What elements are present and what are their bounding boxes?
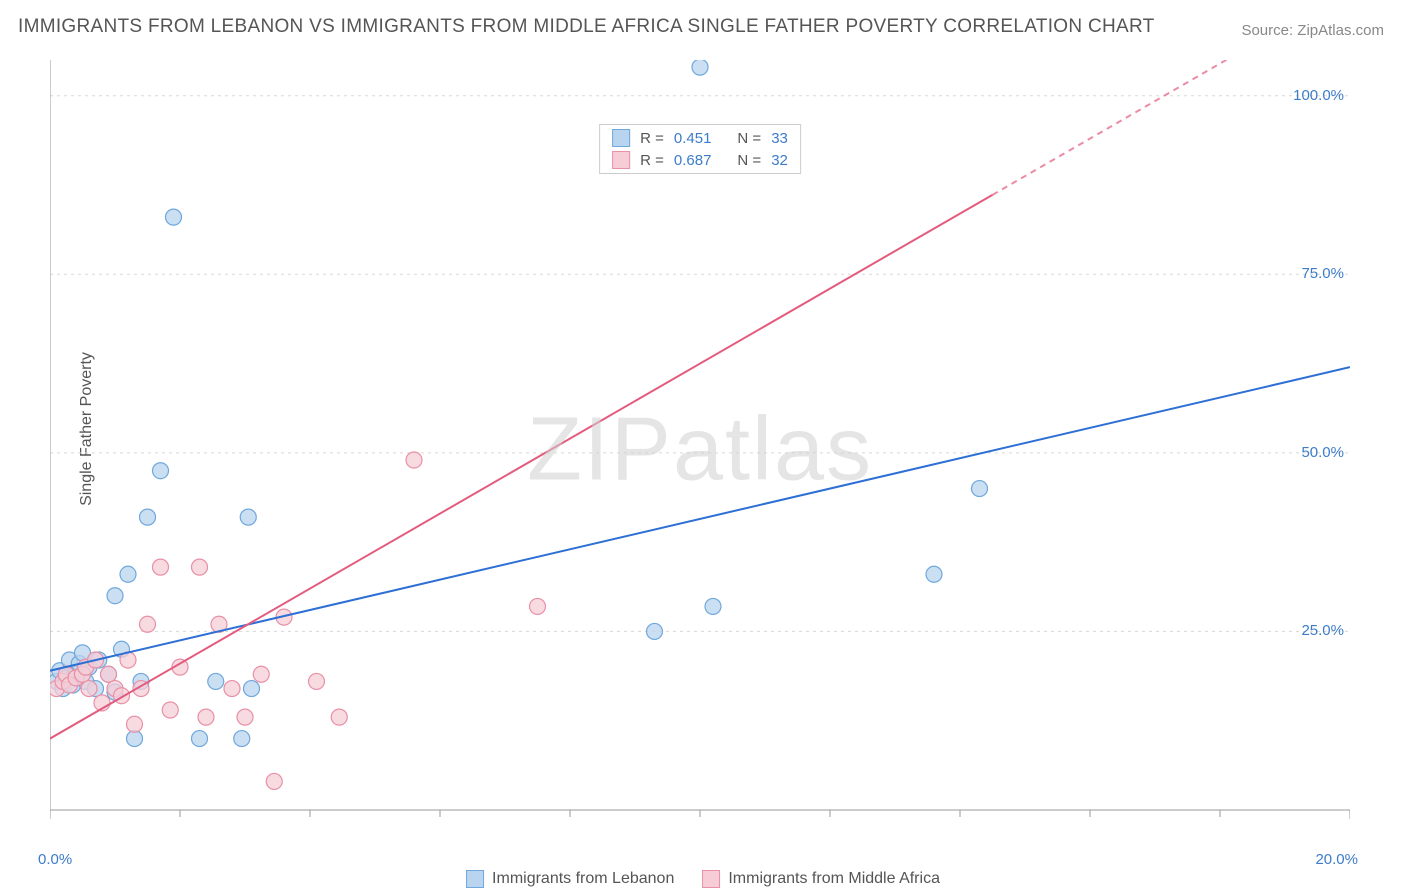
legend-swatch-lebanon [466,870,484,888]
legend-label-middle-africa: Immigrants from Middle Africa [728,870,940,888]
scatter-chart-svg [50,60,1350,840]
stat-row-middle-africa: R = 0.687 N = 32 [600,149,800,171]
chart-title: IMMIGRANTS FROM LEBANON VS IMMIGRANTS FR… [18,16,1155,38]
stat-label-r: R = [640,152,664,169]
x-tick-label: 20.0% [1315,851,1358,868]
y-tick-label: 25.0% [1301,622,1344,639]
stat-value-n-middle-africa: 32 [771,152,788,169]
stat-label-r: R = [640,130,664,147]
legend-item-middle-africa: Immigrants from Middle Africa [702,870,940,888]
stat-value-n-lebanon: 33 [771,130,788,147]
stat-value-r-lebanon: 0.451 [674,130,712,147]
stat-row-lebanon: R = 0.451 N = 33 [600,127,800,149]
y-tick-label: 100.0% [1293,87,1344,104]
y-tick-label: 75.0% [1301,265,1344,282]
legend-swatch-lebanon [612,129,630,147]
legend-swatch-middle-africa [702,870,720,888]
source-attribution: Source: ZipAtlas.com [1241,22,1384,39]
legend-swatch-middle-africa [612,151,630,169]
legend-item-lebanon: Immigrants from Lebanon [466,870,674,888]
stat-label-n: N = [737,152,761,169]
legend-label-lebanon: Immigrants from Lebanon [492,870,674,888]
stat-label-n: N = [737,130,761,147]
y-tick-label: 50.0% [1301,444,1344,461]
stat-value-r-middle-africa: 0.687 [674,152,712,169]
chart-plot-area: ZIPatlas R = 0.451 N = 33 R = 0.687 N = … [50,60,1350,840]
series-legend: Immigrants from Lebanon Immigrants from … [466,870,940,888]
x-tick-label: 0.0% [38,851,72,868]
correlation-stats-legend: R = 0.451 N = 33 R = 0.687 N = 32 [599,124,801,174]
